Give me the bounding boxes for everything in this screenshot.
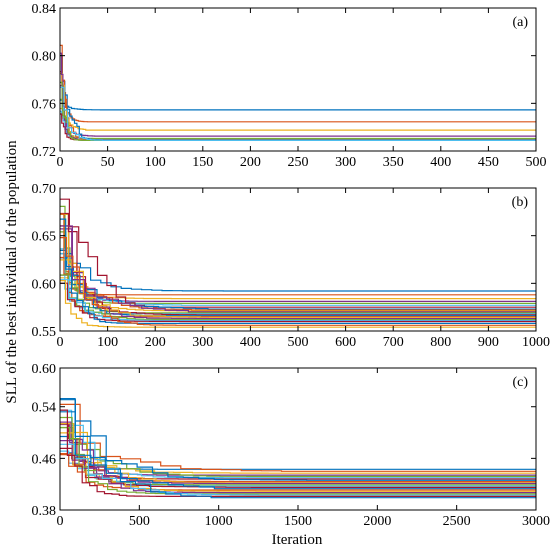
series-line	[60, 421, 536, 485]
series-line	[60, 398, 536, 499]
panel-label: (b)	[512, 195, 529, 210]
series-line	[60, 99, 536, 111]
series-line	[60, 282, 536, 323]
x-tick-label: 300	[335, 155, 356, 170]
y-tick-label: 0.80	[32, 50, 57, 65]
x-tick-label: 0	[57, 514, 64, 529]
series-line	[60, 110, 536, 141]
series-line	[60, 54, 536, 141]
series-line	[60, 399, 536, 481]
x-tick-label: 1000	[522, 335, 550, 350]
x-tick-label: 400	[240, 335, 261, 350]
y-tick-label: 0.60	[32, 277, 57, 292]
y-tick-label: 0.38	[32, 504, 57, 519]
series-line	[60, 71, 536, 123]
x-tick-label: 150	[192, 155, 213, 170]
series-line	[60, 85, 536, 137]
chart-panel-a: 0 50 100 150 200 250 300 350 400 450 500 0.72 0.76 0.…	[32, 2, 547, 170]
series-group	[60, 398, 536, 499]
x-tick-label: 350	[383, 155, 404, 170]
chart-panel-b: 0 100 200 300 400 500 600 700 800 900 1000 0.55 0.60…	[32, 182, 550, 350]
x-tick-label: 1000	[205, 514, 233, 529]
x-tick-label: 500	[288, 335, 309, 350]
y-tick-label: 0.54	[32, 401, 57, 416]
series-line	[60, 409, 536, 497]
panel-label: (a)	[512, 15, 528, 30]
x-tick-label: 2500	[443, 514, 471, 529]
series-line	[60, 98, 536, 140]
series-line	[60, 280, 536, 328]
x-tick-label: 0	[57, 155, 64, 170]
x-tick-label: 0	[57, 335, 64, 350]
x-tick-label: 200	[145, 335, 166, 350]
x-tick-label: 200	[240, 155, 261, 170]
series-line	[60, 225, 536, 311]
series-line	[60, 411, 536, 490]
series-line	[60, 426, 536, 477]
x-tick-label: 300	[192, 335, 213, 350]
y-tick-label: 0.84	[32, 2, 57, 17]
series-line	[60, 212, 536, 316]
x-tick-label: 600	[335, 335, 356, 350]
series-line	[60, 44, 536, 141]
y-tick-label: 0.46	[32, 452, 57, 467]
series-line	[60, 237, 536, 326]
series-line	[60, 279, 536, 322]
series-line	[60, 52, 536, 141]
series-line	[60, 409, 536, 479]
x-tick-label: 250	[288, 155, 309, 170]
x-tick-label: 50	[101, 155, 115, 170]
series-line	[60, 107, 536, 131]
y-tick-label: 0.76	[32, 97, 57, 112]
series-line	[60, 453, 536, 474]
series-line	[60, 423, 536, 476]
x-tick-label: 500	[129, 514, 150, 529]
y-tick-label: 0.70	[32, 182, 57, 197]
series-line	[60, 248, 536, 306]
series-line	[60, 81, 536, 141]
chart-panel-c: 0 500 1000 1500 2000 2500 3000 0.38 0.46 0.54 0.60…	[32, 362, 550, 529]
x-tick-label: 900	[478, 335, 499, 350]
series-line	[60, 423, 536, 484]
series-line	[60, 228, 536, 313]
x-tick-label: 500	[526, 155, 547, 170]
series-line	[60, 225, 536, 320]
x-tick-label: 100	[97, 335, 118, 350]
x-tick-label: 450	[478, 155, 499, 170]
series-line	[60, 403, 536, 472]
y-tick-label: 0.65	[32, 230, 57, 245]
series-line	[60, 435, 536, 470]
x-tick-label: 100	[145, 155, 166, 170]
x-tick-label: 700	[383, 335, 404, 350]
x-tick-label: 400	[430, 155, 451, 170]
chart-panels: 0 50 100 150 200 250 300 350 400 450 500 0.72 0.76 0.…	[32, 2, 550, 529]
y-axis-title: SLL of the best individual of the popula…	[4, 140, 20, 404]
x-tick-label: 1500	[284, 514, 312, 529]
x-tick-label: 3000	[522, 514, 550, 529]
x-tick-label: 800	[430, 335, 451, 350]
series-group	[60, 44, 536, 141]
y-tick-label: 0.72	[32, 145, 57, 160]
panel-label: (c)	[512, 375, 528, 390]
series-group	[60, 198, 536, 328]
series-line	[60, 213, 536, 312]
y-tick-label: 0.60	[32, 362, 57, 377]
x-tick-label: 2000	[363, 514, 391, 529]
x-axis-title: Iteration	[272, 532, 323, 548]
series-line	[60, 86, 536, 141]
y-tick-label: 0.55	[32, 325, 57, 340]
series-line	[60, 257, 536, 292]
